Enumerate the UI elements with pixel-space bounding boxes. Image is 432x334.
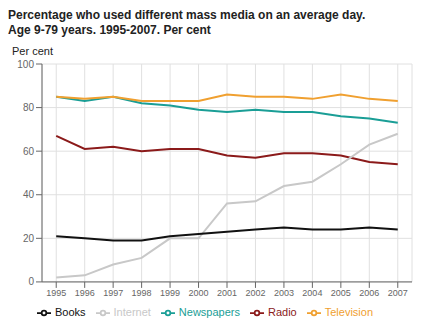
html-text:Per cent: Per cent — [12, 45, 53, 57]
svg-text:2005: 2005 — [331, 288, 351, 298]
html-text:Newspapers: Newspapers — [178, 305, 240, 318]
svg-text:40: 40 — [23, 189, 35, 200]
svg-text:0: 0 — [28, 276, 34, 287]
html-text:Internet: Internet — [113, 305, 151, 318]
svg-text:60: 60 — [23, 146, 35, 157]
svg-text:1995: 1995 — [46, 288, 66, 298]
svg-text:2001: 2001 — [217, 288, 237, 298]
svg-text:2006: 2006 — [359, 288, 379, 298]
svg-text:20: 20 — [23, 233, 35, 244]
html-text:Books: Books — [55, 305, 86, 318]
svg-text:2004: 2004 — [302, 288, 322, 298]
svg-text:80: 80 — [23, 102, 35, 113]
html-text:Television: Television — [324, 305, 373, 318]
svg-text:2002: 2002 — [245, 288, 265, 298]
svg-text:2003: 2003 — [274, 288, 294, 298]
svg-text:2007: 2007 — [388, 288, 408, 298]
svg-text:1999: 1999 — [160, 288, 180, 298]
html-text:Age 9-79 years. 1995-2007. Per: Age 9-79 years. 1995-2007. Per cent — [8, 23, 211, 37]
svg-text:1996: 1996 — [75, 288, 95, 298]
svg-text:2000: 2000 — [189, 288, 209, 298]
svg-text:1998: 1998 — [132, 288, 152, 298]
html-text:Percentage who used different: Percentage who used different mass media… — [8, 8, 366, 22]
html-text:Radio: Radio — [268, 305, 297, 318]
svg-text:100: 100 — [17, 59, 34, 70]
svg-text:1997: 1997 — [103, 288, 123, 298]
